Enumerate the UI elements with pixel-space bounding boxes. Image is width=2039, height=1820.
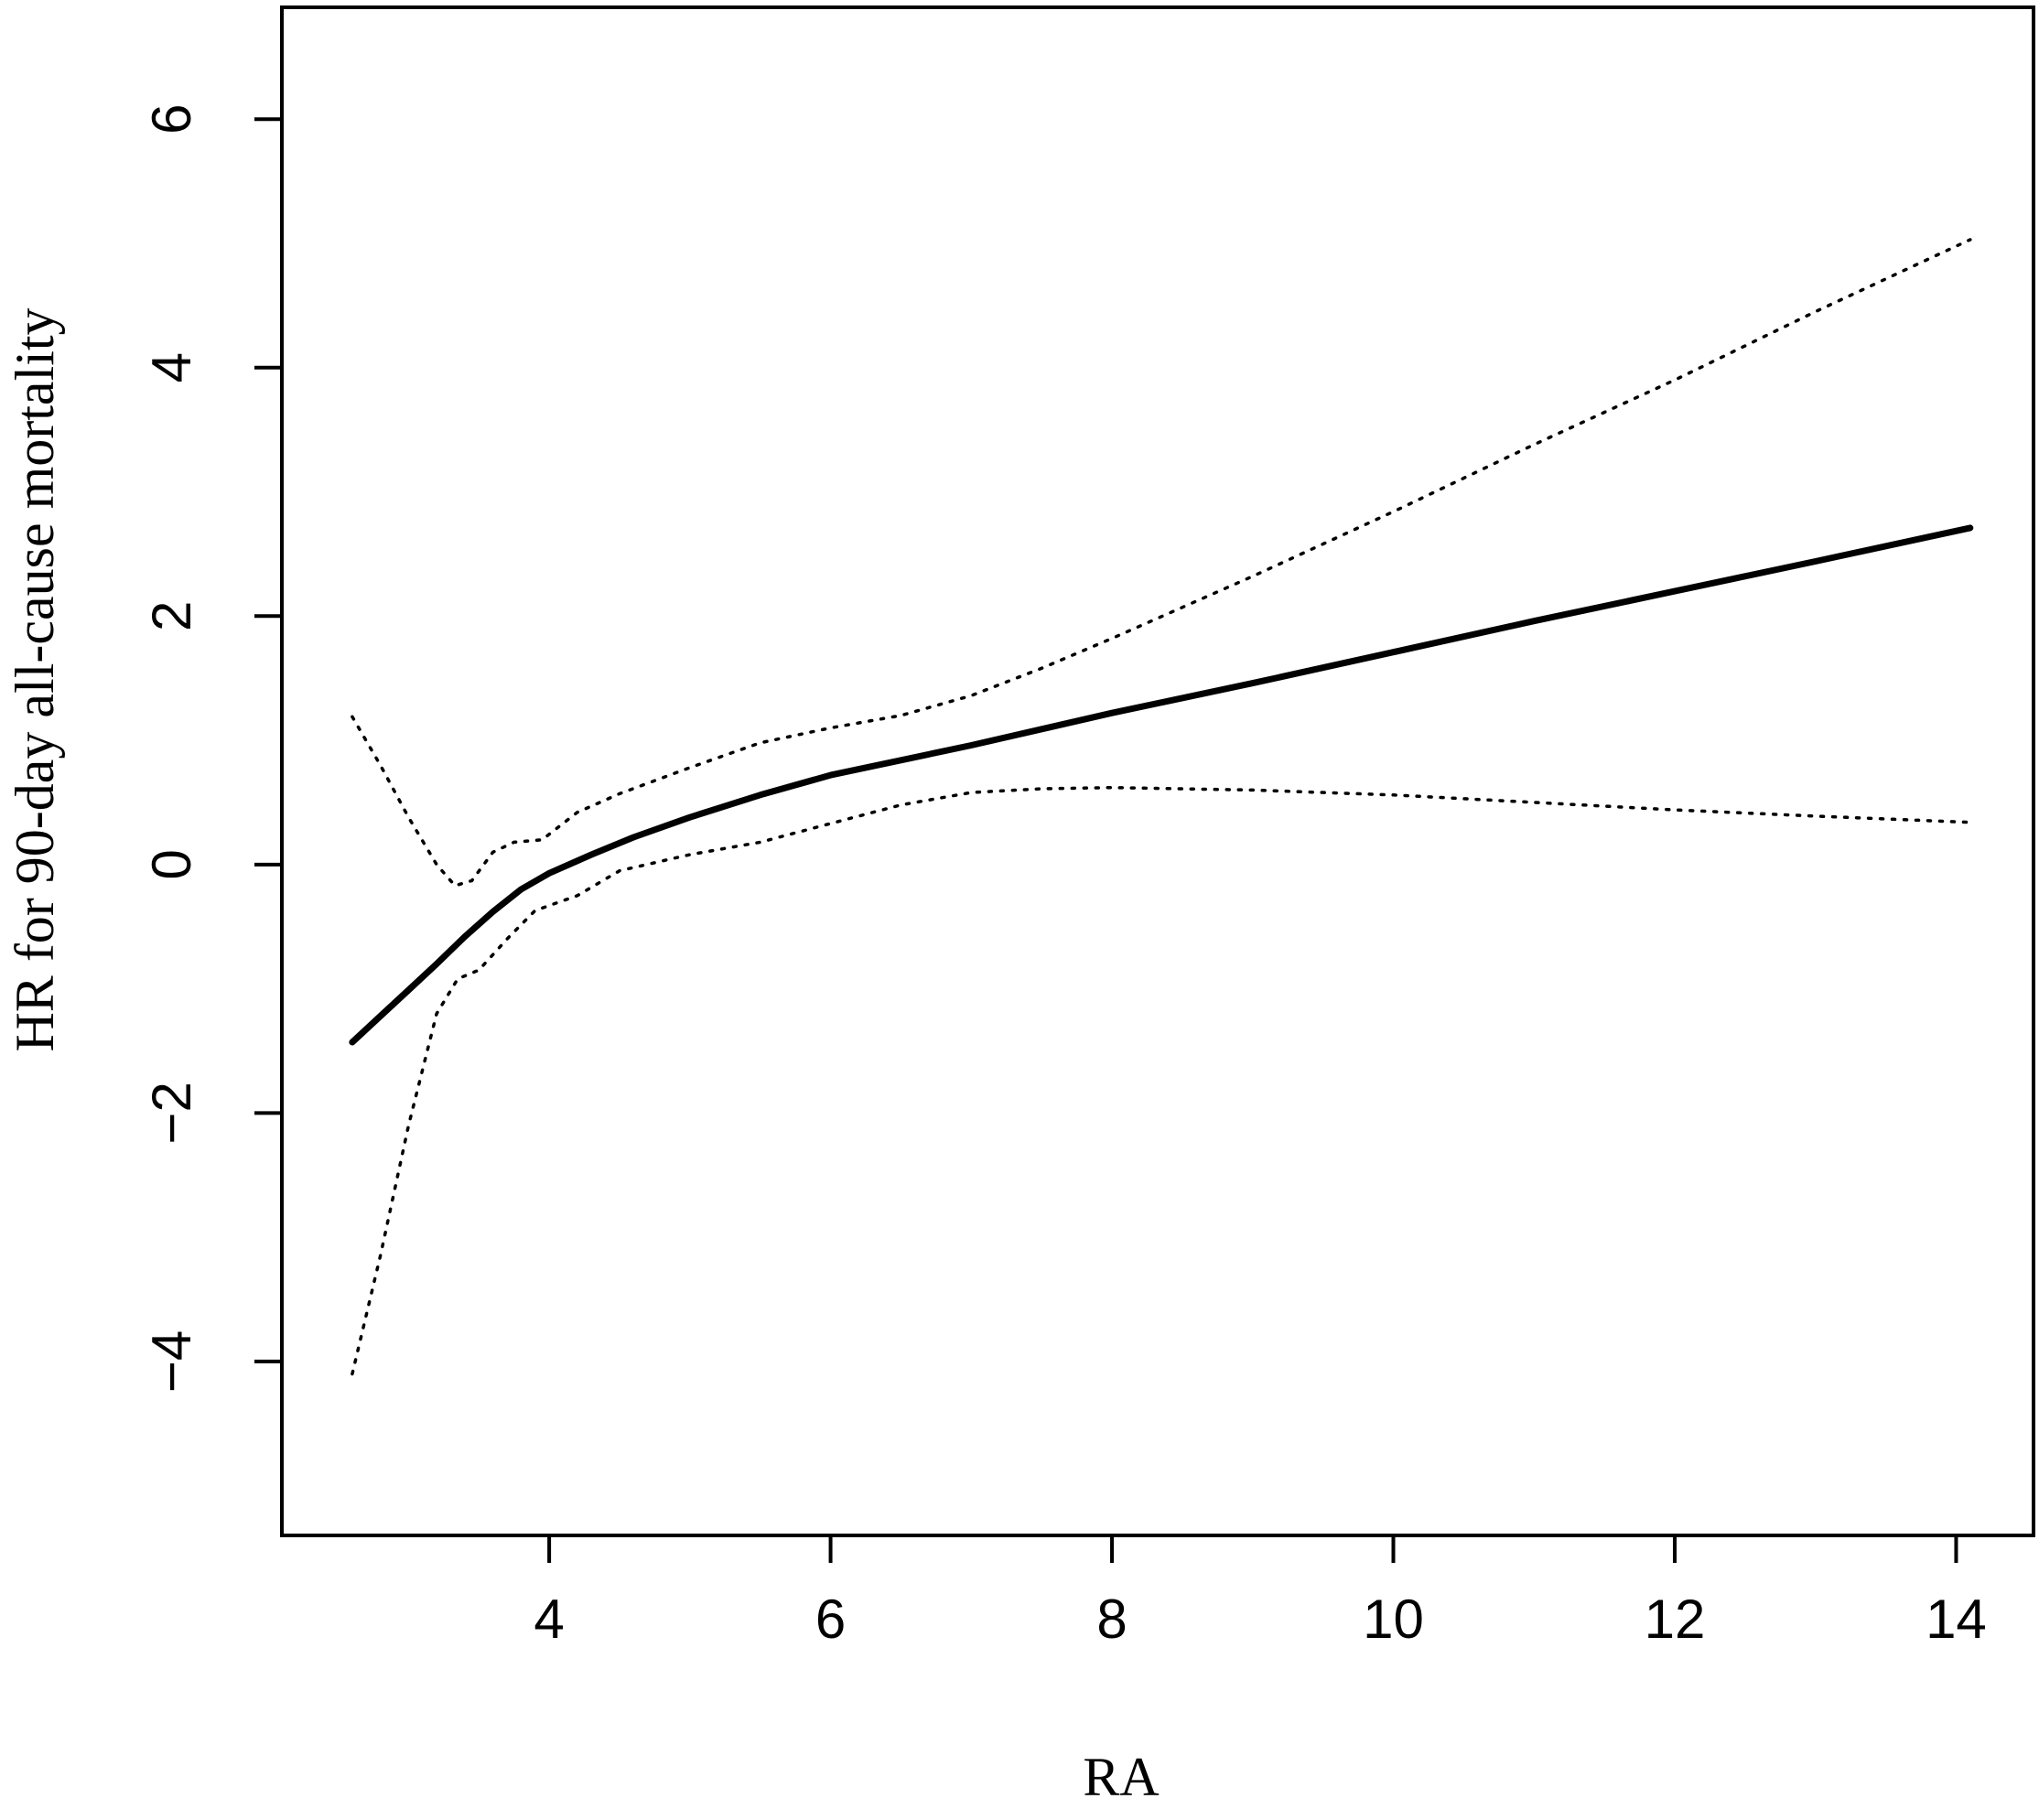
x-tick-label: 6	[815, 1588, 846, 1650]
x-tick-label: 14	[1926, 1588, 1987, 1650]
x-axis-label: RA	[1083, 1747, 1159, 1807]
x-axis: 4 6 8 10 12 14	[534, 1535, 1987, 1650]
x-tick-label: 8	[1096, 1588, 1127, 1650]
y-axis-label: HR for 90-day all-cause mortality	[5, 307, 65, 1051]
y-tick-label: 2	[141, 601, 202, 631]
upper-ci-line	[351, 238, 1972, 888]
x-tick-label: 12	[1645, 1588, 1706, 1650]
y-axis: −4 −2 0 2 4 6	[141, 104, 282, 1393]
y-tick-label: 6	[141, 104, 202, 135]
hr-fit-line	[349, 524, 1974, 1046]
y-tick-label: −2	[141, 1082, 202, 1144]
lower-ci-line	[351, 785, 1972, 1376]
y-tick-label: 0	[141, 849, 202, 879]
x-tick-label: 4	[534, 1588, 564, 1650]
series-group	[349, 238, 1974, 1376]
plot-frame	[280, 5, 2035, 1537]
y-tick-label: −4	[141, 1330, 202, 1393]
x-tick-label: 10	[1363, 1588, 1424, 1650]
y-tick-label: 4	[141, 352, 202, 382]
